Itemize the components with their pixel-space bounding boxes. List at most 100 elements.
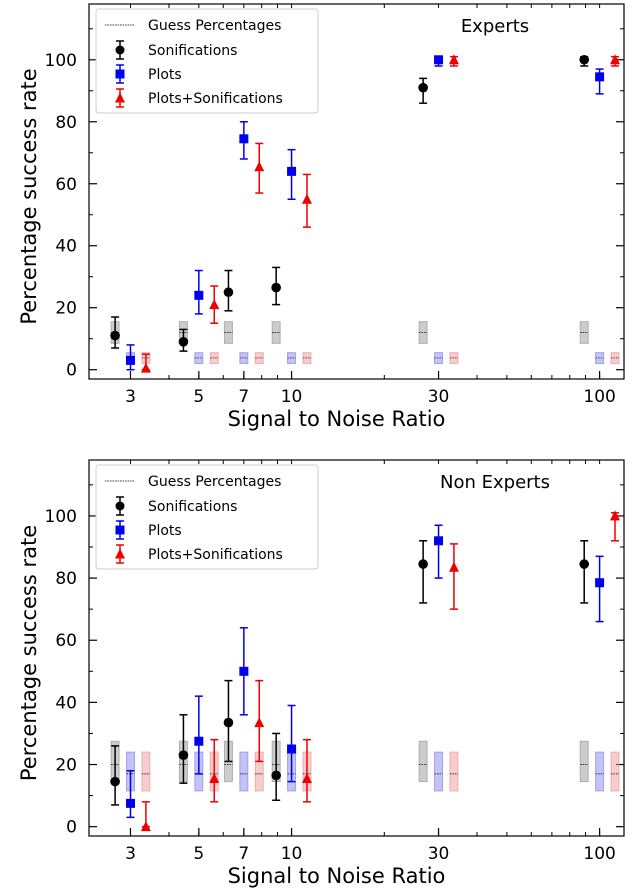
legend: Guess Percentages Sonifications Plots Plots…: [95, 464, 319, 570]
series-triangle: [140, 54, 621, 373]
data-point: [418, 559, 428, 569]
data-point: [579, 559, 590, 569]
plot-frame: [88, 3, 625, 380]
data-point: [595, 72, 605, 82]
series-square: [125, 55, 605, 371]
legend-label: Plots+Sonifications: [148, 91, 283, 107]
guess-band: [449, 751, 459, 792]
data-point: [178, 337, 189, 347]
data-point: [239, 666, 249, 676]
data-point: [448, 54, 459, 65]
data-point: [178, 750, 189, 761]
x-tick-label: 5: [193, 387, 204, 407]
legend-label: Sonifications: [148, 499, 237, 515]
y-tick-label: 60: [55, 631, 77, 651]
legend-marker: [115, 69, 125, 79]
legend-box: [95, 464, 319, 570]
data-point: [194, 736, 204, 746]
data-point: [434, 55, 444, 65]
data-point: [448, 561, 459, 572]
x-tick-label: 100: [583, 387, 615, 407]
series-circle: [110, 540, 590, 806]
legend-marker: [115, 525, 125, 535]
data-point: [239, 134, 249, 144]
guess-band: [579, 740, 589, 783]
y-tick-label: 100: [45, 51, 77, 71]
data-point: [271, 282, 281, 293]
data-point: [110, 330, 120, 341]
data-point: [610, 510, 621, 521]
x-tick-label: 5: [193, 844, 204, 864]
y-tick-label: 0: [66, 818, 77, 838]
data-point: [110, 776, 120, 787]
y-tick-label: 100: [45, 507, 77, 527]
y-tick-label: 20: [55, 299, 77, 319]
x-tick-label: 3: [125, 387, 136, 407]
x-axis-label: Signal to Noise Ratio: [228, 407, 446, 431]
x-tick-label: 30: [428, 844, 450, 864]
series-square: [125, 524, 605, 819]
data-point: [140, 821, 151, 832]
guess-band: [610, 751, 620, 792]
x-tick-label: 7: [238, 387, 249, 407]
x-tick-label: 7: [238, 844, 249, 864]
data-point: [254, 717, 265, 728]
guess-band: [239, 751, 249, 792]
legend-label: Guess Percentages: [148, 18, 281, 34]
legend-marker: [115, 92, 125, 103]
x-tick-label: 3: [125, 844, 136, 864]
legend-label: Sonifications: [148, 43, 237, 59]
x-tick-label: 10: [281, 844, 303, 864]
x-tick-label: 100: [583, 844, 615, 864]
chart-panel-2: 3 5 7 10 30 100 0 20 40 60 80 100 Signal to Noise Ra…: [17, 459, 625, 888]
legend-marker: [115, 45, 125, 55]
data-point: [301, 193, 312, 204]
y-tick-label: 60: [55, 175, 77, 195]
legend-label: Plots: [148, 67, 182, 83]
data-point: [194, 290, 204, 300]
data-point: [301, 773, 312, 784]
guess-band: [141, 751, 151, 792]
data-point: [223, 717, 234, 728]
y-tick-label: 40: [55, 693, 77, 713]
data-point: [271, 770, 281, 781]
x-tick-label: 30: [428, 387, 450, 407]
guess-band: [418, 740, 428, 783]
legend-marker: [115, 501, 125, 511]
plot-frame: [88, 459, 625, 837]
data-point: [125, 355, 135, 365]
panel-title: Non Experts: [440, 472, 550, 493]
legend-box: [95, 8, 319, 114]
data-point: [254, 161, 265, 172]
y-tick-label: 20: [55, 756, 77, 776]
x-axis-label: Signal to Noise Ratio: [228, 864, 446, 888]
data-point: [209, 773, 220, 784]
guess-band: [434, 751, 444, 792]
y-tick-label: 0: [66, 361, 77, 381]
series-triangle: [140, 510, 621, 832]
data-point: [610, 54, 621, 65]
panel-title: Experts: [461, 16, 529, 37]
y-tick-label: 80: [55, 569, 77, 589]
data-point: [579, 54, 590, 65]
legend-marker: [115, 548, 125, 559]
data-point: [287, 166, 297, 176]
data-point: [209, 299, 220, 310]
data-point: [595, 578, 605, 588]
data-point: [287, 744, 297, 754]
data-point: [125, 798, 135, 808]
data-point: [140, 362, 151, 373]
data-point: [418, 82, 428, 93]
series-circle: [110, 54, 590, 352]
data-point: [434, 536, 444, 546]
legend-label: Plots: [148, 523, 182, 539]
y-tick-label: 80: [55, 113, 77, 133]
y-axis-label: Percentage success rate: [17, 525, 41, 781]
legend-label: Guess Percentages: [148, 474, 281, 490]
guess-band: [595, 751, 605, 792]
chart-panel-1: 3 5 7 10 30 100 0 20 40 60 80 100 Signal to Noise Ra…: [17, 3, 625, 431]
legend-label: Plots+Sonifications: [148, 547, 283, 563]
data-point: [223, 287, 234, 298]
